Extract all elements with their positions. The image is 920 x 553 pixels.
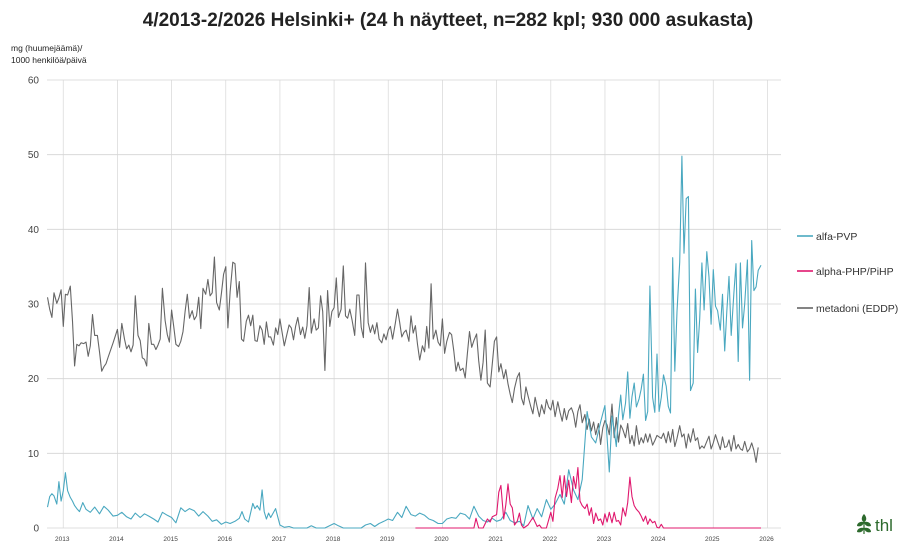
x-tick-label-5: 2018 [326, 536, 341, 543]
x-tick-label-1: 2014 [109, 536, 124, 543]
x-tick-label-3: 2016 [218, 536, 233, 543]
legend-label-1: alpha-PHP/PiHP [816, 266, 894, 278]
series-lines [46, 155, 762, 529]
legend: alfa-PVP alpha-PHP/PiHP metadoni (EDDP) [797, 231, 898, 315]
y-tick-label-0: 0 [33, 524, 39, 535]
x-tick-label-13: 2026 [759, 536, 774, 543]
x-tick-label-2: 2015 [163, 536, 178, 543]
x-tick-label-11: 2024 [651, 536, 666, 543]
chart-title: 4/2013-2/2026 Helsinki+ (24 h näytteet, … [143, 10, 753, 31]
y-tick-label-3: 30 [28, 300, 40, 311]
series-line-2 [46, 256, 759, 463]
thl-leaf-icon [857, 514, 871, 534]
x-tick-label-0: 2013 [55, 536, 70, 543]
series-line-1 [415, 466, 761, 529]
thl-logo: thl [857, 514, 893, 535]
y-tick-label-4: 40 [28, 225, 40, 236]
x-tick-label-12: 2025 [705, 536, 720, 543]
y-axis-label-line-1: mg (huumejäämä)/ [11, 43, 83, 53]
y-tick-label-2: 20 [28, 374, 40, 385]
series-line-0 [46, 155, 762, 529]
y-axis-label-line-2: 1000 henkilöä/päivä [11, 55, 87, 65]
logo-text: thl [875, 516, 893, 535]
x-tick-label-4: 2017 [272, 536, 287, 543]
x-axis-ticks: 2013 2014 2015 2016 2017 2018 2019 2020 2021 2022… [55, 536, 774, 543]
x-tick-label-6: 2019 [380, 536, 395, 543]
x-tick-label-7: 2020 [434, 536, 449, 543]
y-tick-label-6: 60 [28, 76, 40, 87]
x-tick-label-8: 2021 [488, 536, 503, 543]
y-tick-label-1: 10 [28, 449, 40, 460]
grid-lines [47, 79, 781, 529]
legend-label-2: metadoni (EDDP) [816, 303, 898, 315]
legend-label-0: alfa-PVP [816, 231, 857, 243]
x-tick-label-9: 2022 [543, 536, 558, 543]
x-tick-label-10: 2023 [597, 536, 612, 543]
y-tick-label-5: 50 [28, 150, 40, 161]
y-axis-ticks: 0 10 20 30 40 50 60 [28, 76, 40, 535]
